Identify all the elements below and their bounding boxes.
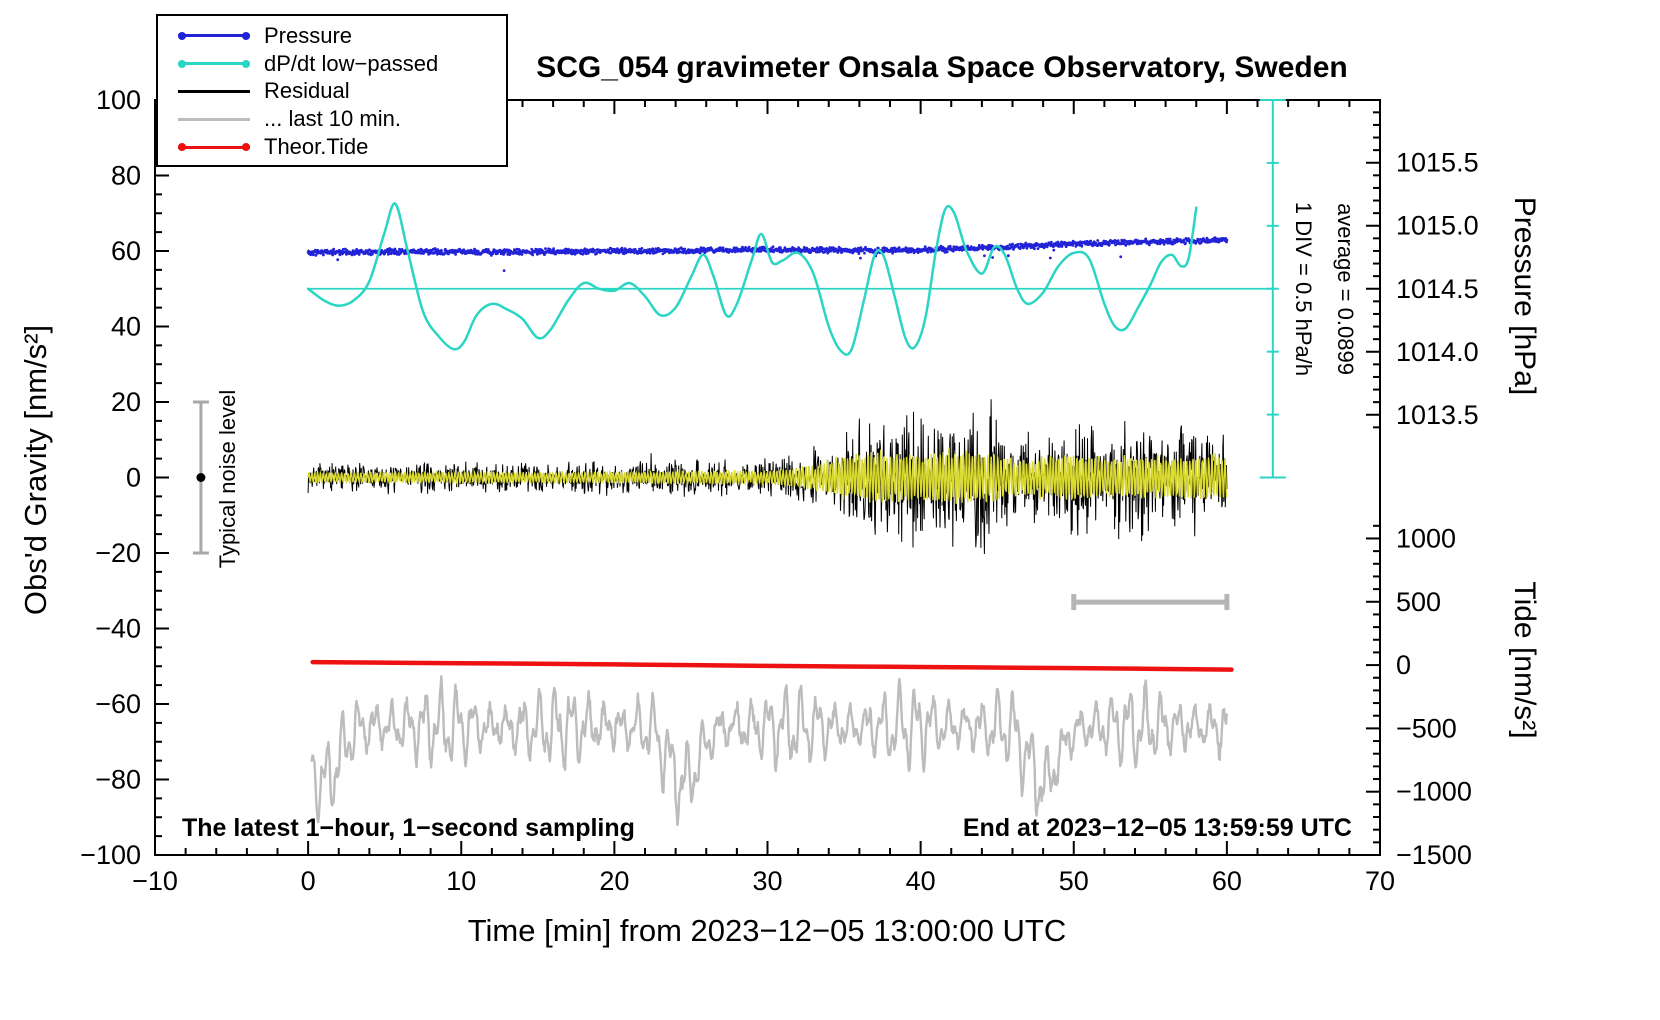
chart-legend: Pressure dP/dt low−passed Residual ... l… — [156, 14, 508, 167]
x-axis-label-time: Time [min] from 2023−12−05 13:00:00 UTC — [467, 913, 1067, 948]
legend-item-label: ... last 10 min. — [264, 106, 401, 132]
svg-text:−80: −80 — [95, 765, 141, 795]
legend-item-dpdt: dP/dt low−passed — [178, 51, 506, 77]
svg-text:1000: 1000 — [1396, 523, 1456, 553]
svg-text:−1000: −1000 — [1396, 777, 1472, 807]
svg-text:10: 10 — [446, 866, 476, 896]
svg-text:0: 0 — [126, 463, 141, 493]
svg-text:50: 50 — [1059, 866, 1089, 896]
svg-text:1014.0: 1014.0 — [1396, 337, 1479, 367]
svg-text:30: 30 — [752, 866, 782, 896]
chart-title: SCG_054 gravimeter Onsala Space Observat… — [536, 51, 1348, 84]
svg-text:0: 0 — [1396, 650, 1411, 680]
legend-marker-icon — [178, 58, 250, 70]
annotation-average: average = 0.0899 — [1333, 203, 1358, 375]
legend-item-label: Residual — [264, 78, 350, 104]
legend-item-last10min: ... last 10 min. — [178, 106, 506, 132]
svg-text:−60: −60 — [95, 689, 141, 719]
legend-item-residual: Residual — [178, 78, 506, 104]
svg-text:40: 40 — [906, 866, 936, 896]
svg-text:1015.0: 1015.0 — [1396, 211, 1479, 241]
y-axis-label-tide: Tide [nm/s²] — [1508, 581, 1541, 739]
legend-item-pressure: Pressure — [178, 23, 506, 49]
svg-text:60: 60 — [111, 236, 141, 266]
legend-marker-icon — [178, 85, 250, 97]
legend-item-label: dP/dt low−passed — [264, 50, 439, 76]
legend-marker-icon — [178, 141, 250, 153]
annotation-noise-level: Typical noise level — [215, 389, 240, 569]
legend-item-label: Theor.Tide — [264, 134, 369, 160]
legend-marker-icon — [178, 113, 250, 125]
annotation-div-scale: 1 DIV = 0.5 hPa/h — [1291, 201, 1316, 377]
svg-text:1013.5: 1013.5 — [1396, 400, 1479, 430]
svg-text:70: 70 — [1365, 866, 1395, 896]
legend-item-label: Pressure — [264, 22, 353, 48]
svg-text:−500: −500 — [1396, 713, 1457, 743]
svg-text:1014.5: 1014.5 — [1396, 274, 1479, 304]
svg-text:−20: −20 — [95, 538, 141, 568]
svg-text:500: 500 — [1396, 587, 1441, 617]
legend-item-theortide: Theor.Tide — [178, 134, 506, 160]
svg-text:−40: −40 — [95, 614, 141, 644]
svg-text:−10: −10 — [132, 866, 178, 896]
svg-text:80: 80 — [111, 161, 141, 191]
svg-text:20: 20 — [599, 866, 629, 896]
svg-text:−1500: −1500 — [1396, 840, 1472, 870]
svg-text:20: 20 — [111, 387, 141, 417]
footnote-sampling-info: The latest 1−hour, 1−second sampling — [182, 814, 635, 842]
svg-text:100: 100 — [96, 85, 141, 115]
y-axis-label-pressure: Pressure [hPa] — [1508, 196, 1541, 396]
svg-text:0: 0 — [301, 866, 316, 896]
svg-text:1015.5: 1015.5 — [1396, 148, 1479, 178]
svg-text:60: 60 — [1212, 866, 1242, 896]
y-axis-label-gravity: Obs'd Gravity [nm/s²] — [18, 324, 53, 616]
legend-marker-icon — [178, 30, 250, 42]
svg-text:40: 40 — [111, 312, 141, 342]
svg-text:−100: −100 — [80, 840, 141, 870]
footnote-end-time: End at 2023−12−05 13:59:59 UTC — [962, 814, 1352, 842]
